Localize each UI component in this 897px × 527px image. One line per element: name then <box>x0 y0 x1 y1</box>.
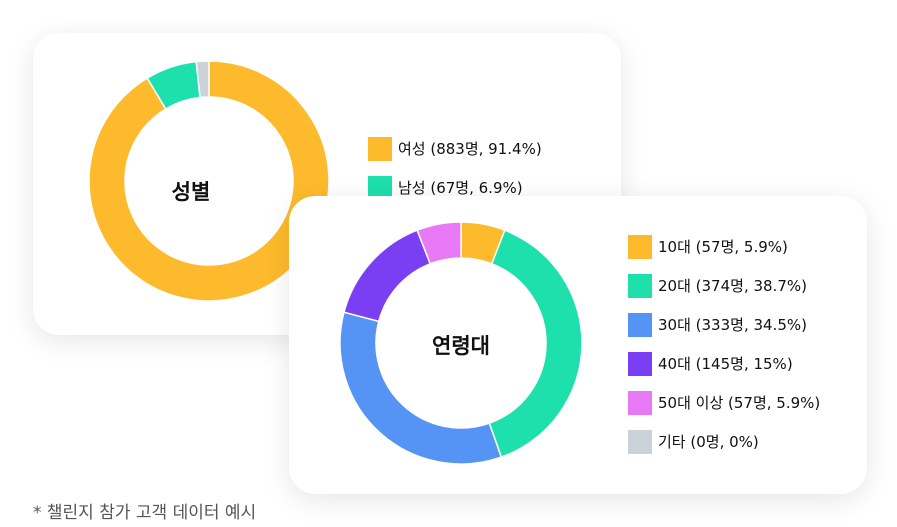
age-legend-swatch <box>628 312 652 337</box>
age-legend-item: 기타 (0명, 0%) <box>628 428 820 455</box>
age-chart-card: 연령대 10대 (57명, 5.9%) 20대 (374명, 38.7%) 30대 … <box>289 196 867 494</box>
gender-center-label: 성별 <box>171 180 211 204</box>
age-legend-swatch <box>628 273 652 298</box>
age-legend-label: 기타 (0명, 0%) <box>658 433 759 451</box>
age-legend-item: 30대 (333명, 34.5%) <box>628 311 820 338</box>
age-legend-swatch <box>628 351 652 376</box>
age-legend-swatch <box>628 390 652 415</box>
gender-legend-swatch <box>368 136 392 161</box>
age-legend: 10대 (57명, 5.9%) 20대 (374명, 38.7%) 30대 (333… <box>628 233 820 467</box>
age-slice-1 <box>488 229 583 459</box>
age-legend-label: 10대 (57명, 5.9%) <box>658 238 788 256</box>
gender-legend: 여성 (883명, 91.4%) 남성 (67명, 6.9%) <box>368 135 542 213</box>
age-legend-label: 50대 이상 (57명, 5.9%) <box>658 394 821 412</box>
age-legend-swatch <box>628 234 652 259</box>
age-center-label: 연령대 <box>432 334 490 358</box>
gender-legend-item: 남성 (67명, 6.9%) <box>368 174 542 201</box>
age-slice-3 <box>343 229 432 323</box>
age-legend-label: 30대 (333명, 34.5%) <box>658 316 807 334</box>
age-legend-label: 40대 (145명, 15%) <box>658 355 793 373</box>
age-slice-2 <box>339 311 503 465</box>
age-legend-swatch <box>628 429 652 454</box>
age-legend-item: 10대 (57명, 5.9%) <box>628 233 820 260</box>
age-legend-item: 20대 (374명, 38.7%) <box>628 272 820 299</box>
age-legend-item: 40대 (145명, 15%) <box>628 350 820 377</box>
gender-legend-label: 여성 (883명, 91.4%) <box>398 140 542 158</box>
gender-legend-swatch <box>368 175 392 200</box>
age-legend-label: 20대 (374명, 38.7%) <box>658 277 807 295</box>
footnote: * 챌린지 참가 고객 데이터 예시 <box>33 503 257 523</box>
gender-legend-label: 남성 (67명, 6.9%) <box>398 179 523 197</box>
gender-legend-item: 여성 (883명, 91.4%) <box>368 135 542 162</box>
age-legend-item: 50대 이상 (57명, 5.9%) <box>628 389 820 416</box>
age-slice-4 <box>416 221 462 265</box>
age-donut-chart <box>339 221 583 465</box>
gender-slice-2 <box>195 60 210 99</box>
